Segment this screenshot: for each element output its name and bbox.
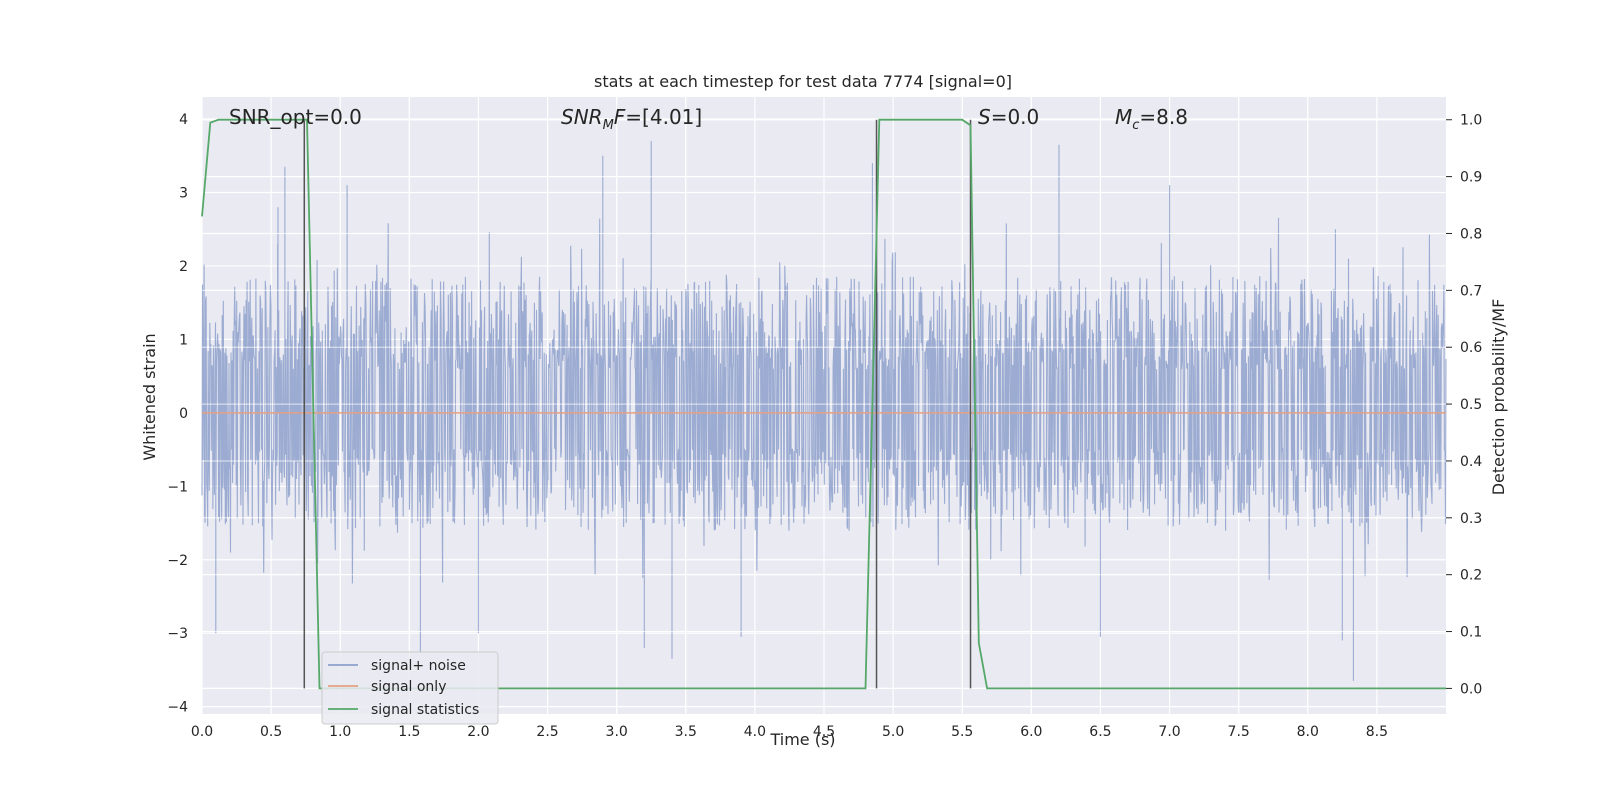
x-tick-label: 6.5 xyxy=(1089,724,1111,740)
annotation-snr-opt: SNR_opt=0.0 xyxy=(229,105,362,129)
y-right-tick-label: 0.0 xyxy=(1460,681,1482,697)
y-tick-label: −3 xyxy=(167,626,188,642)
x-tick-label: 0.5 xyxy=(260,724,282,740)
y-tick-label: 4 xyxy=(179,112,188,128)
x-tick-label: 1.0 xyxy=(329,724,351,740)
signal-statistics-line xyxy=(201,118,1446,690)
legend-label-signal-noise: signal+ noise xyxy=(371,658,466,674)
x-tick-label: 8.0 xyxy=(1297,724,1319,740)
vertical-markers xyxy=(201,118,1446,690)
x-tick-label: 8.5 xyxy=(1366,724,1388,740)
annotation-mc: Mc=8.8 xyxy=(1115,105,1188,133)
chart-title: stats at each timestep for test data 777… xyxy=(594,72,1012,91)
legend-label-signal-statistics: signal statistics xyxy=(371,702,479,718)
tick-labels: 0.0 0.5 1.0 1.5 2.0 2.5 3.0 3.5 4.0 4.5 5.0 5.5 6.0 6… xyxy=(167,112,1482,740)
annotation-snr-mf-sub: M xyxy=(603,118,614,133)
y-right-tick-label: 0.3 xyxy=(1460,511,1482,527)
x-tick-label: 5.0 xyxy=(882,724,904,740)
y-right-axis-label: Detection probability/MF xyxy=(1489,299,1508,496)
annotation-mc-sub: c xyxy=(1132,118,1139,133)
x-tick-label: 3.5 xyxy=(675,724,697,740)
x-tick-label: 4.5 xyxy=(813,724,835,740)
y-tick-label: 3 xyxy=(179,185,188,201)
y-right-tick-label: 0.4 xyxy=(1460,454,1482,470)
x-axis-label: Time (s) xyxy=(769,730,835,749)
x-tick-label: 2.5 xyxy=(536,724,558,740)
signal-noise-line xyxy=(201,141,1447,681)
annotation-mc-main: M xyxy=(1115,105,1132,129)
y-tick-label: −4 xyxy=(167,700,188,716)
series-signal-noise xyxy=(201,141,1447,681)
y-right-tick-label: 0.7 xyxy=(1460,283,1482,299)
x-tick-label: 5.5 xyxy=(951,724,973,740)
x-tick-label: 2.0 xyxy=(467,724,489,740)
y-right-tick-label: 0.6 xyxy=(1460,340,1482,356)
y-tick-label: 0 xyxy=(179,406,188,422)
y-right-tick-label: 0.9 xyxy=(1460,170,1482,186)
annotation-s-rest: =0.0 xyxy=(991,105,1040,129)
y-right-tick-label: 0.2 xyxy=(1460,568,1482,584)
y-tick-label: 2 xyxy=(179,259,188,275)
annotation-mc-rest: =8.8 xyxy=(1139,105,1188,129)
x-tick-label: 4.0 xyxy=(744,724,766,740)
legend-label-signal-only: signal only xyxy=(371,679,446,695)
legend: signal+ noise signal only signal statist… xyxy=(321,651,499,725)
x-tick-label: 7.5 xyxy=(1228,724,1250,740)
y-right-tick-label: 0.1 xyxy=(1460,625,1482,641)
y-right-tick-label: 0.8 xyxy=(1460,226,1482,242)
y-right-tick-label: 1.0 xyxy=(1460,113,1482,129)
y-tick-label: 1 xyxy=(179,332,188,348)
annotation-snr-mf-main: SNR xyxy=(561,105,603,129)
y-tick-label: −2 xyxy=(167,553,188,569)
annotation-s-main: S xyxy=(978,105,991,129)
y-right-tick-label: 0.5 xyxy=(1460,397,1482,413)
y-tick-label: −1 xyxy=(167,479,188,495)
annotation-snr-mf-rest: F=[4.01] xyxy=(614,105,702,129)
y-axis-label: Whitened strain xyxy=(140,333,159,460)
annotation-snr-mf: SNRMF=[4.01] xyxy=(561,105,702,133)
x-tick-label: 6.0 xyxy=(1020,724,1042,740)
x-tick-label: 7.0 xyxy=(1158,724,1180,740)
x-tick-label: 3.0 xyxy=(606,724,628,740)
annotation-s: S=0.0 xyxy=(978,105,1039,129)
x-tick-label: 1.5 xyxy=(398,724,420,740)
x-tick-label: 0.0 xyxy=(191,724,213,740)
